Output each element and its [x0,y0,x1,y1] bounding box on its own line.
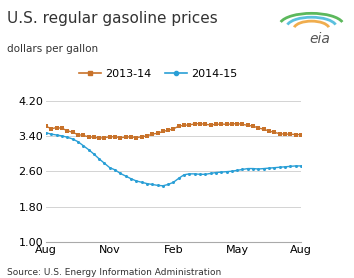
Text: U.S. regular gasoline prices: U.S. regular gasoline prices [7,11,218,26]
Text: dollars per gallon: dollars per gallon [7,44,98,54]
Text: eia: eia [310,32,330,46]
Legend: 2013-14, 2014-15: 2013-14, 2014-15 [74,64,242,83]
Text: Source: U.S. Energy Information Administration: Source: U.S. Energy Information Administ… [7,268,221,277]
